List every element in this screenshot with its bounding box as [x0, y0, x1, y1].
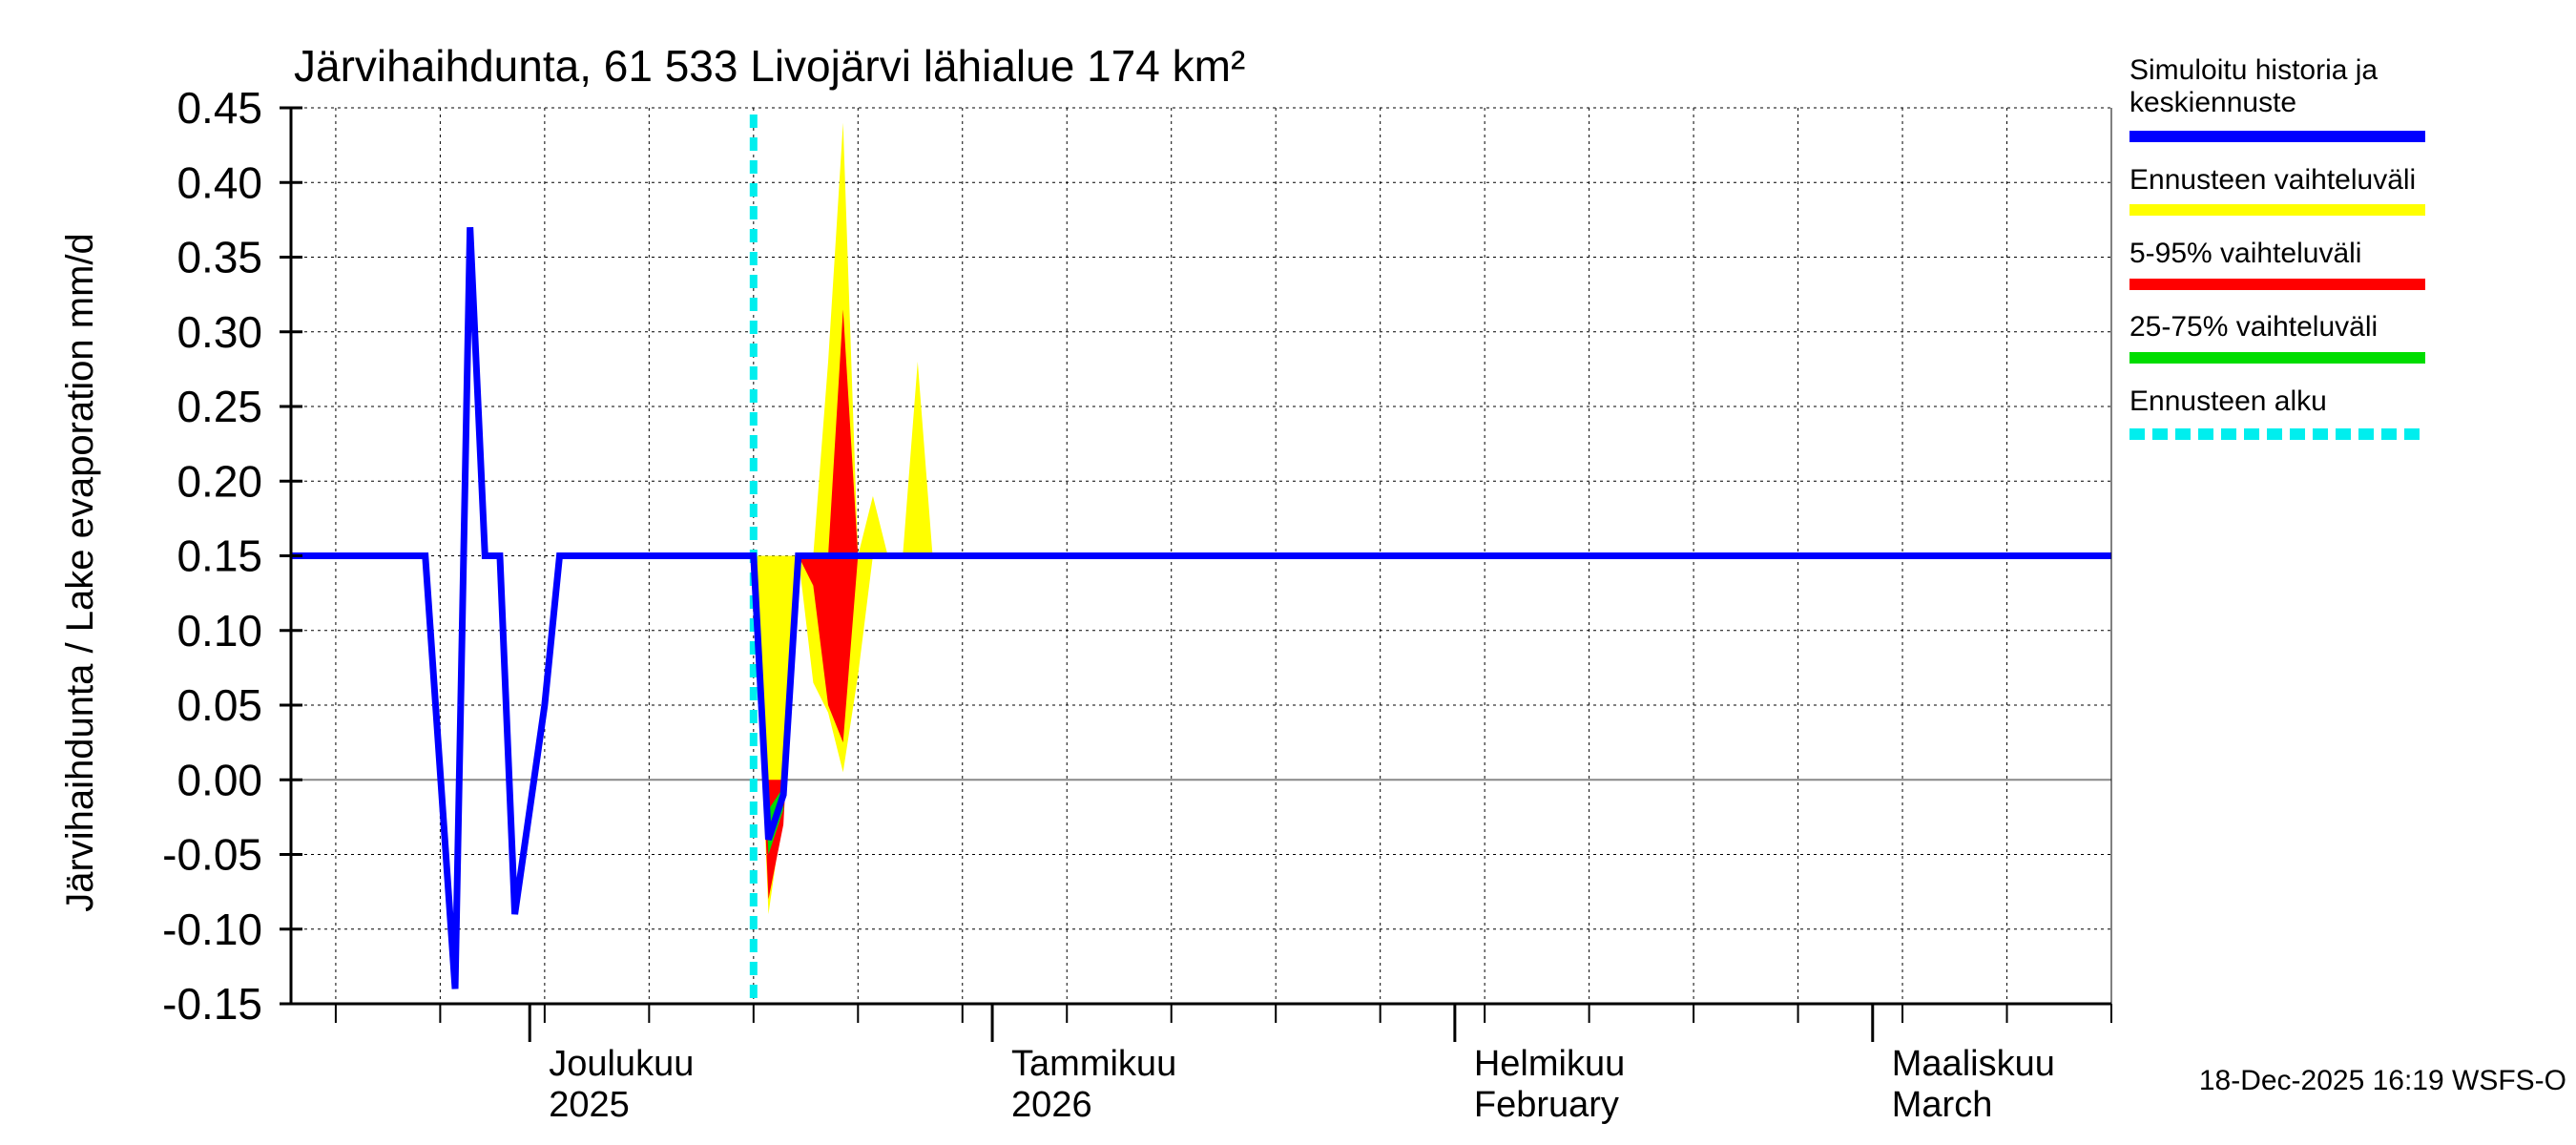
y-tick-label-5: 0.20 [177, 456, 262, 506]
y-axis-label: Järvihaihdunta / Lake evaporation mm/d [59, 233, 101, 912]
series-line-0 [291, 227, 2111, 989]
month-label-0: Joulukuu [549, 1044, 694, 1084]
y-tick-label-4: 0.25 [177, 382, 262, 431]
month-sublabel-0: 2025 [549, 1085, 630, 1125]
month-sublabel-1: 2026 [1011, 1085, 1092, 1125]
legend-label-2: 5-95% vaihteluväli [2129, 238, 2361, 269]
y-tick-label-12: -0.15 [162, 979, 262, 1029]
y-tick-label-11: -0.10 [162, 905, 262, 954]
legend-label-0: Simuloitu historia ja [2129, 54, 2378, 86]
y-tick-label-0: 0.45 [177, 83, 262, 133]
axes [280, 106, 2112, 1042]
y-tick-label-6: 0.15 [177, 531, 262, 581]
legend-sublabel-0: keskiennuste [2129, 87, 2296, 118]
y-tick-label-2: 0.35 [177, 233, 262, 282]
footer-timestamp: 18-Dec-2025 16:19 WSFS-O [2199, 1065, 2566, 1096]
y-tick-label-8: 0.05 [177, 680, 262, 730]
month-sublabel-2: February [1474, 1085, 1619, 1125]
y-tick-labels: 0.45 0.40 0.35 0.30 0.25 0.20 0.15 0.10 0.05 0.00… [162, 83, 262, 1029]
chart-title: Järvihaihdunta, 61 533 Livojärvi lähialu… [294, 41, 1245, 91]
month-label-1: Tammikuu [1011, 1044, 1176, 1084]
y-tick-label-9: 0.00 [177, 755, 262, 804]
y-tick-label-10: -0.05 [162, 830, 262, 880]
month-sublabel-3: March [1892, 1085, 1993, 1125]
band-5-95-vaihteluv-li [753, 309, 859, 900]
month-label-2: Helmikuu [1474, 1044, 1625, 1084]
y-tick-label-3: 0.30 [177, 307, 262, 357]
legend-label-4: Ennusteen alku [2129, 385, 2327, 417]
legend-label-1: Ennusteen vaihteluväli [2129, 164, 2416, 196]
y-tick-label-7: 0.10 [177, 606, 262, 656]
month-label-3: Maaliskuu [1892, 1044, 2055, 1084]
y-tick-label-1: 0.40 [177, 157, 262, 207]
legend-label-3: 25-75% vaihteluväli [2129, 311, 2378, 343]
series-lines [291, 114, 2111, 1004]
